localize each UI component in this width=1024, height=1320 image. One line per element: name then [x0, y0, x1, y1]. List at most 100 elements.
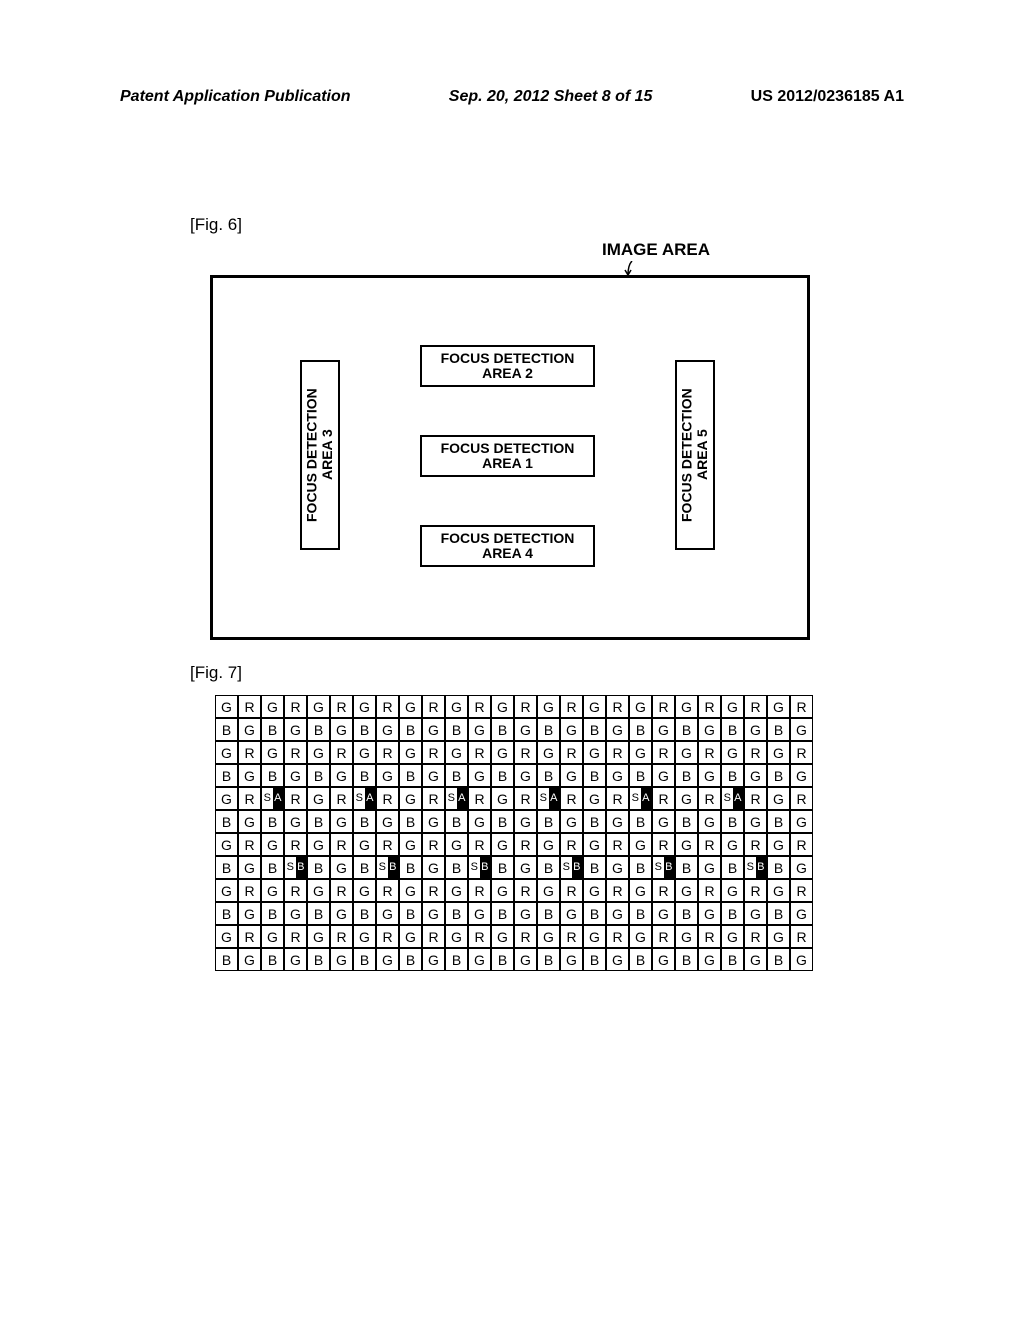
- pixel-cell: G: [238, 810, 261, 833]
- pixel-cell: B: [353, 856, 376, 879]
- pixel-cell: B: [767, 948, 790, 971]
- pixel-cell: B: [261, 764, 284, 787]
- fig7-label: [Fig. 7]: [190, 663, 242, 683]
- pixel-cell: G: [468, 718, 491, 741]
- pixel-cell: B: [537, 764, 560, 787]
- pixel-cell: G: [675, 833, 698, 856]
- pixel-cell: B: [307, 902, 330, 925]
- pixel-cell: G: [491, 833, 514, 856]
- pixel-cell: G: [698, 764, 721, 787]
- pixel-cell: R: [422, 925, 445, 948]
- pixel-cell: B: [767, 764, 790, 787]
- pixel-cell: B: [767, 810, 790, 833]
- fb2-text: FOCUS DETECTION AREA 2: [441, 351, 575, 382]
- pixel-cell: R: [790, 879, 813, 902]
- pixel-cell: R: [744, 741, 767, 764]
- pixel-cell: G: [445, 833, 468, 856]
- pixel-cell: R: [422, 787, 445, 810]
- pixel-cell: G: [422, 948, 445, 971]
- pixel-cell: SA: [537, 787, 560, 810]
- pixel-cell: G: [583, 879, 606, 902]
- pixel-cell: B: [399, 810, 422, 833]
- pixel-cell: B: [537, 948, 560, 971]
- pixel-cell: B: [629, 764, 652, 787]
- pixel-cell: B: [767, 902, 790, 925]
- pixel-cell: G: [261, 925, 284, 948]
- pixel-cell: G: [284, 810, 307, 833]
- pixel-cell: G: [307, 787, 330, 810]
- pixel-cell: G: [376, 810, 399, 833]
- pixel-cell: G: [721, 741, 744, 764]
- pixel-cell: B: [537, 718, 560, 741]
- pixel-cell: G: [537, 741, 560, 764]
- pixel-cell: G: [744, 902, 767, 925]
- pixel-cell: G: [675, 695, 698, 718]
- pixel-cell: G: [330, 902, 353, 925]
- pixel-cell: G: [215, 879, 238, 902]
- pixel-cell: B: [307, 948, 330, 971]
- pixel-cell: R: [376, 695, 399, 718]
- pixel-cell: B: [675, 948, 698, 971]
- pixel-cell: G: [376, 718, 399, 741]
- pixel-cell: G: [583, 787, 606, 810]
- pixel-cell: B: [399, 718, 422, 741]
- pixel-cell: R: [606, 925, 629, 948]
- pixel-cell: G: [767, 741, 790, 764]
- pixel-cell: G: [698, 718, 721, 741]
- pixel-cell: G: [307, 833, 330, 856]
- pixel-cell: G: [238, 902, 261, 925]
- pixel-cell: B: [445, 856, 468, 879]
- pixel-cell: R: [238, 925, 261, 948]
- pixel-cell: G: [491, 879, 514, 902]
- pixel-cell: R: [606, 741, 629, 764]
- pixel-cell: B: [261, 810, 284, 833]
- pixel-cell: G: [307, 879, 330, 902]
- pixel-cell: G: [560, 764, 583, 787]
- pixel-cell: SB: [468, 856, 491, 879]
- pixel-cell: B: [491, 948, 514, 971]
- pixel-cell: B: [307, 810, 330, 833]
- figure-6: IMAGE AREA FOCUS DETECTION AREA 2 FOCUS …: [210, 275, 810, 640]
- pixel-cell: G: [261, 695, 284, 718]
- pixel-cell: R: [514, 787, 537, 810]
- pixel-cell: G: [238, 856, 261, 879]
- pixel-cell: B: [261, 948, 284, 971]
- pixel-cell: G: [307, 695, 330, 718]
- pixel-cell: G: [537, 925, 560, 948]
- pixel-cell: G: [353, 833, 376, 856]
- pixel-cell: R: [744, 879, 767, 902]
- pixel-cell: G: [721, 925, 744, 948]
- pixel-cell: B: [491, 718, 514, 741]
- focus-detection-area-4: FOCUS DETECTION AREA 4: [420, 525, 595, 567]
- pixel-cell: SB: [284, 856, 307, 879]
- pixel-cell: R: [238, 833, 261, 856]
- pixel-cell: G: [468, 948, 491, 971]
- pixel-cell: R: [284, 787, 307, 810]
- pixel-cell: B: [399, 902, 422, 925]
- pixel-cell: R: [514, 741, 537, 764]
- pixel-cell: G: [675, 787, 698, 810]
- pixel-cell: R: [422, 833, 445, 856]
- pixel-cell: G: [537, 833, 560, 856]
- pixel-cell: G: [514, 764, 537, 787]
- pixel-cell: G: [629, 741, 652, 764]
- pixel-cell: R: [330, 925, 353, 948]
- pixel-cell: B: [629, 856, 652, 879]
- pixel-cell: R: [744, 695, 767, 718]
- pixel-cell: B: [583, 902, 606, 925]
- pixel-cell: B: [215, 948, 238, 971]
- pixel-cell: SA: [261, 787, 284, 810]
- pixel-cell: B: [445, 718, 468, 741]
- pixel-cell: G: [445, 695, 468, 718]
- pixel-cell: B: [629, 718, 652, 741]
- pixel-cell: G: [767, 787, 790, 810]
- pixel-cell: G: [583, 925, 606, 948]
- pixel-cell: B: [491, 810, 514, 833]
- pixel-cell: G: [744, 948, 767, 971]
- pixel-cell: G: [330, 948, 353, 971]
- pixel-cell: G: [261, 879, 284, 902]
- pixel-cell: B: [491, 902, 514, 925]
- pixel-cell: R: [744, 925, 767, 948]
- pixel-cell: R: [698, 925, 721, 948]
- pixel-cell: G: [330, 718, 353, 741]
